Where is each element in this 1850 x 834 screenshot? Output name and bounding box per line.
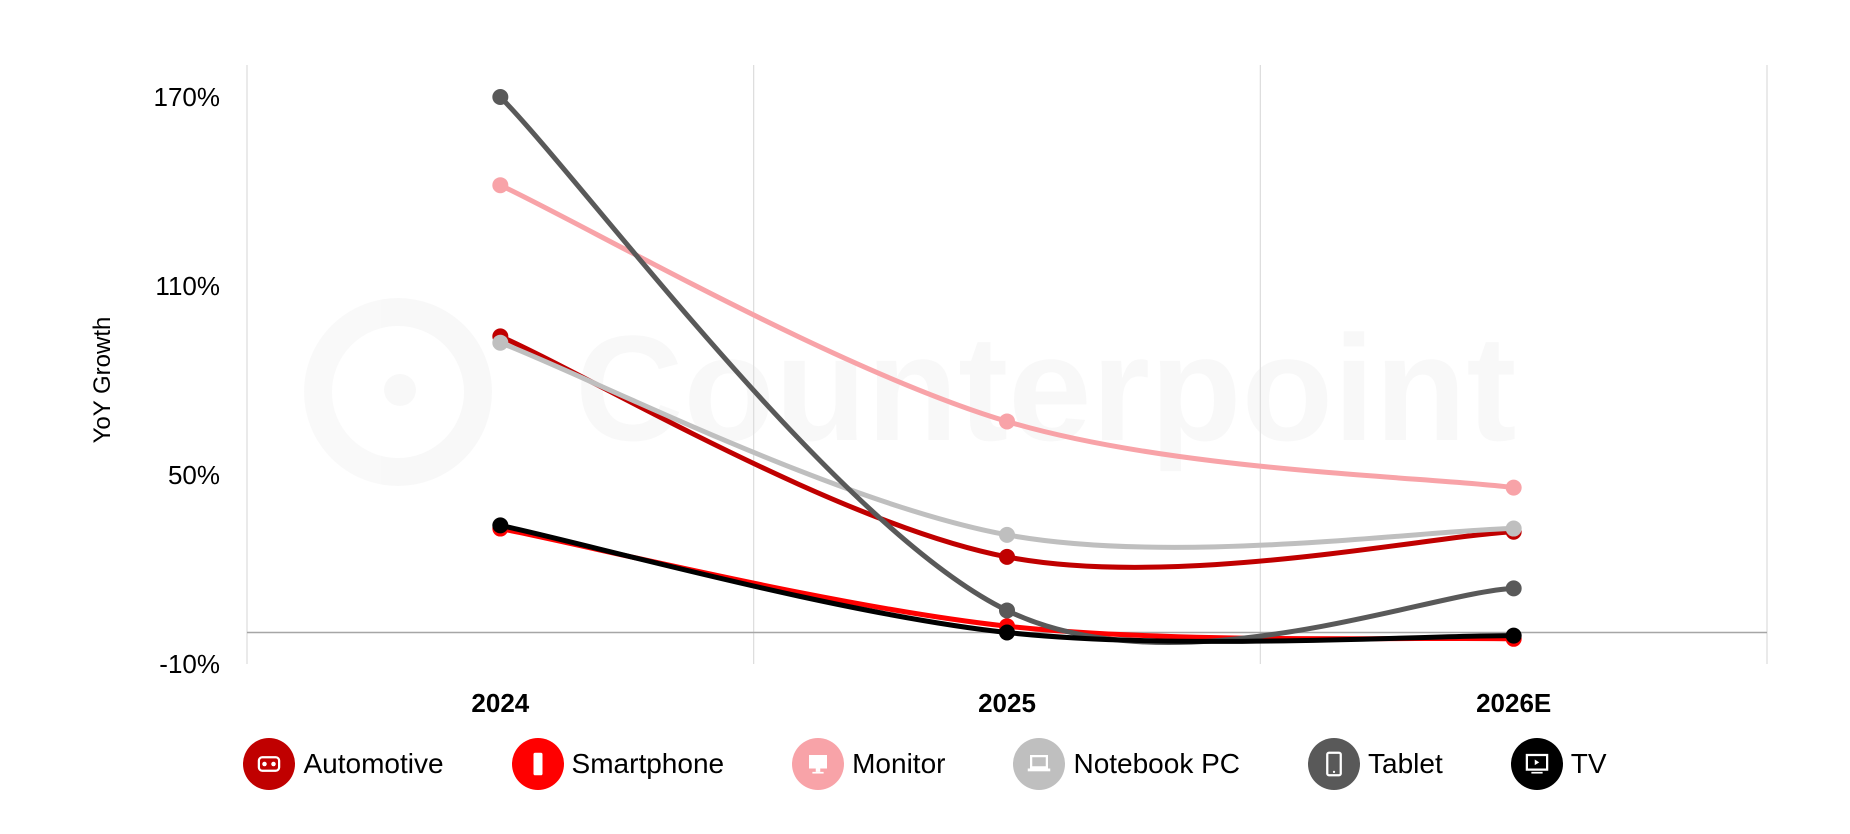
legend-label: Tablet — [1368, 748, 1443, 779]
legend-item-automotive[interactable]: Automotive — [243, 738, 444, 790]
data-point — [1505, 580, 1522, 597]
tv-icon — [1510, 738, 1563, 790]
legend-label: Monitor — [852, 748, 946, 779]
series-line — [497, 94, 1517, 646]
legend-item-monitor[interactable]: Monitor — [792, 738, 945, 790]
data-point — [999, 548, 1015, 565]
y-tick-label: 170% — [154, 82, 221, 112]
monitor-icon — [792, 738, 845, 790]
data-point — [999, 624, 1015, 641]
series-notebook-pc — [492, 334, 1522, 550]
laptop-icon — [1013, 738, 1066, 790]
y-tick-label: 110% — [155, 271, 220, 301]
data-point — [999, 602, 1015, 619]
data-point — [999, 526, 1015, 543]
data-point — [492, 89, 509, 105]
series-tablet — [492, 89, 1522, 646]
legend-item-notebook-pc[interactable]: Notebook PC — [1013, 738, 1240, 790]
legend-label: Notebook PC — [1073, 748, 1241, 779]
legend-item-tablet[interactable]: Tablet — [1308, 738, 1443, 790]
y-axis-label: YoY Growth — [89, 317, 116, 444]
y-tick-label: 50% — [168, 460, 220, 490]
data-point — [1505, 520, 1522, 537]
data-point — [492, 334, 509, 351]
x-tick-label: 2025 — [978, 688, 1036, 718]
series-monitor — [492, 177, 1522, 496]
legend-label: Smartphone — [571, 748, 725, 779]
y-tick-label: -10% — [159, 649, 220, 679]
legend: Automotive Smartphone Monitor Notebook PC Ta… — [0, 738, 1850, 790]
car-dashboard-icon — [243, 738, 296, 790]
data-point — [1505, 627, 1522, 644]
x-tick-label: 2024 — [471, 688, 529, 718]
legend-item-smartphone[interactable]: Smartphone — [511, 738, 725, 790]
legend-item-tv[interactable]: TV — [1510, 738, 1607, 790]
legend-label: Automotive — [303, 748, 444, 779]
data-point — [492, 517, 509, 534]
data-point — [999, 413, 1015, 430]
tablet-icon — [1308, 738, 1361, 790]
smartphone-icon — [511, 738, 564, 790]
x-tick-label: 2026E — [1476, 688, 1551, 718]
legend-label: TV — [1570, 748, 1607, 779]
series-tv — [492, 517, 1522, 644]
data-point — [1505, 479, 1522, 496]
data-point — [492, 177, 509, 194]
